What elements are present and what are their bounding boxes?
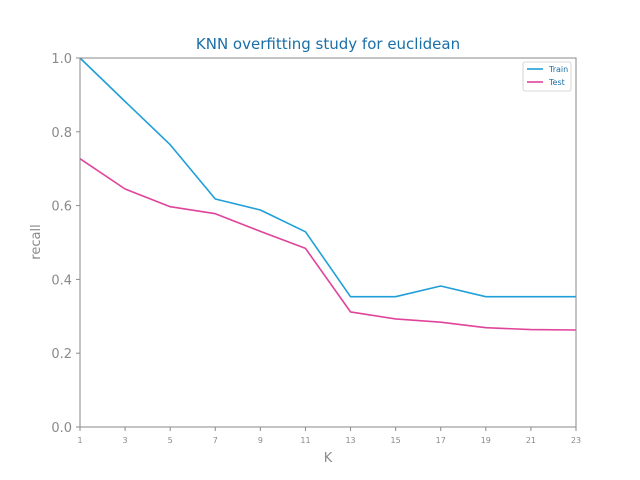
legend: Train Test xyxy=(522,61,572,92)
x-tick-label: 3 xyxy=(123,436,128,445)
x-tick-label: 9 xyxy=(258,436,263,445)
x-tick-label: 5 xyxy=(168,436,173,445)
x-tick-label: 13 xyxy=(345,436,355,445)
y-axis-ticks: 0.0 0.2 0.4 0.6 0.8 1.0 xyxy=(51,52,80,436)
x-tick-label: 1 xyxy=(77,436,82,445)
x-tick-label: 23 xyxy=(571,436,581,445)
legend-label: Train xyxy=(548,65,568,74)
y-tick-label: 0.6 xyxy=(51,200,72,215)
y-tick-label: 0.4 xyxy=(51,273,72,288)
x-tick-label: 19 xyxy=(481,436,491,445)
legend-label: Test xyxy=(548,78,565,87)
x-tick-label: 7 xyxy=(213,436,218,445)
plot-frame xyxy=(79,57,577,428)
x-axis-ticks: 1 3 5 7 9 11 13 15 17 19 21 23 xyxy=(77,427,581,445)
x-tick-label: 21 xyxy=(526,436,536,445)
y-tick-label: 1.0 xyxy=(51,52,72,67)
series-line-test xyxy=(79,158,577,331)
x-tick-label: 15 xyxy=(391,436,401,445)
series-lines xyxy=(79,57,577,331)
chart-title: KNN overfitting study for euclidean xyxy=(196,35,460,53)
y-tick-label: 0.0 xyxy=(51,421,72,436)
x-tick-label: 11 xyxy=(300,436,310,445)
series-line-train xyxy=(79,57,576,298)
y-axis-label: recall xyxy=(29,224,44,259)
y-tick-label: 0.2 xyxy=(51,347,72,362)
x-axis-label: K xyxy=(324,451,333,466)
y-tick-label: 0.8 xyxy=(51,126,72,141)
x-tick-label: 17 xyxy=(436,436,446,445)
